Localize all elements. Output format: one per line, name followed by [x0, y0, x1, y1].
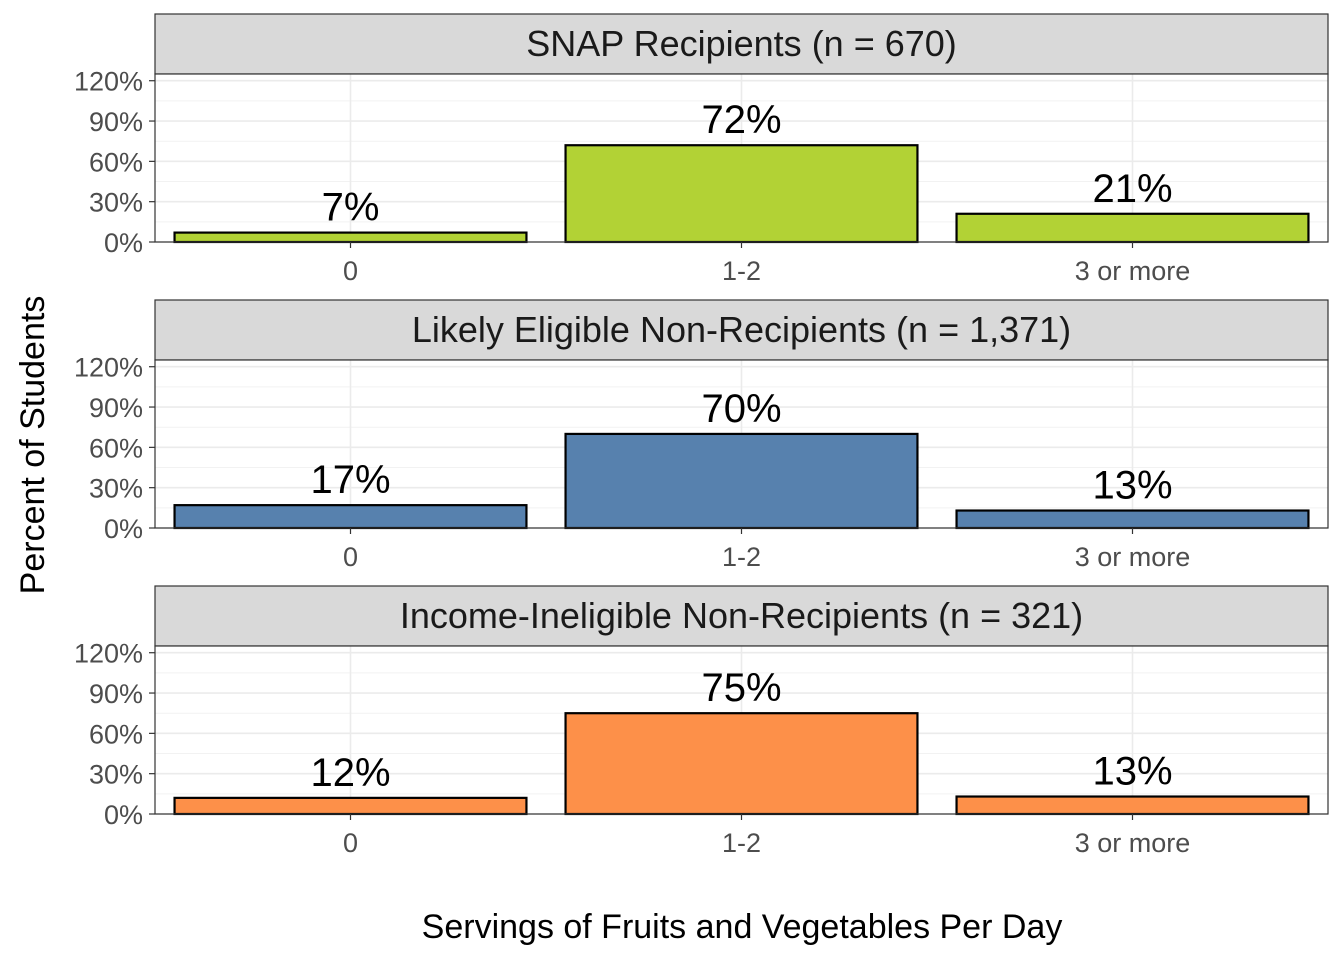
- bar-value-label: 13%: [1092, 750, 1172, 794]
- chart-panels: SNAP Recipients (n = 670) 0% 30% 60% 90% 120%…: [74, 13, 1329, 858]
- bar-3-or-more: [955, 212, 1310, 244]
- bar-value-label: 70%: [701, 387, 781, 431]
- bar-value-label: 12%: [310, 751, 390, 795]
- bar-value-label: 75%: [701, 666, 781, 710]
- x-tick-label: 3 or more: [1075, 256, 1191, 286]
- panel-title: SNAP Recipients (n = 670): [526, 23, 957, 64]
- y-tick-label: 30%: [89, 760, 143, 790]
- x-tick-label: 3 or more: [1075, 542, 1191, 572]
- y-tick-label: 90%: [89, 679, 143, 709]
- bar-1-2: [564, 712, 919, 816]
- bar-value-label: 7%: [322, 186, 380, 230]
- y-tick-label: 90%: [89, 107, 143, 137]
- bar-value-label: 13%: [1092, 464, 1172, 508]
- bar-0: [173, 231, 528, 244]
- y-tick-label: 60%: [89, 719, 143, 749]
- y-axis-title: Percent of Students: [14, 296, 52, 595]
- x-axis-title: Servings of Fruits and Vegetables Per Da…: [422, 908, 1063, 946]
- bar-value-label: 17%: [310, 458, 390, 502]
- bar-3-or-more: [955, 509, 1310, 530]
- bar-1-2: [564, 144, 919, 244]
- bar-0: [173, 504, 528, 530]
- panel-title: Income-Ineligible Non-Recipients (n = 32…: [400, 595, 1083, 636]
- x-tick-label: 1-2: [722, 828, 761, 858]
- y-tick-label: 90%: [89, 393, 143, 423]
- y-tick-label: 0%: [104, 228, 143, 258]
- bar-0: [173, 796, 528, 816]
- panel-strip: [154, 585, 1329, 647]
- panel-title: Likely Eligible Non-Recipients (n = 1,37…: [412, 309, 1071, 350]
- y-tick-label: 60%: [89, 433, 143, 463]
- y-tick-label: 30%: [89, 188, 143, 218]
- x-tick-label: 0: [343, 542, 358, 572]
- panel-strip: [154, 13, 1329, 75]
- x-tick-label: 3 or more: [1075, 828, 1191, 858]
- panel-1: SNAP Recipients (n = 670) 0% 30% 60% 90% 120%…: [74, 13, 1329, 286]
- x-tick-label: 0: [343, 828, 358, 858]
- bar-1-2: [564, 432, 919, 530]
- y-tick-label: 120%: [74, 67, 143, 97]
- y-tick-label: 30%: [89, 474, 143, 504]
- y-tick-label: 0%: [104, 514, 143, 544]
- panel-strip: [154, 299, 1329, 361]
- y-tick-label: 120%: [74, 353, 143, 383]
- bar-3-or-more: [955, 795, 1310, 816]
- y-tick-label: 60%: [89, 147, 143, 177]
- y-tick-label: 120%: [74, 639, 143, 669]
- y-tick-label: 0%: [104, 800, 143, 830]
- x-tick-label: 1-2: [722, 256, 761, 286]
- panel-2: Likely Eligible Non-Recipients (n = 1,37…: [74, 299, 1329, 572]
- bar-value-label: 21%: [1092, 167, 1172, 211]
- bar-value-label: 72%: [701, 98, 781, 142]
- x-tick-label: 1-2: [722, 542, 761, 572]
- x-tick-label: 0: [343, 256, 358, 286]
- panel-3: Income-Ineligible Non-Recipients (n = 32…: [74, 585, 1329, 858]
